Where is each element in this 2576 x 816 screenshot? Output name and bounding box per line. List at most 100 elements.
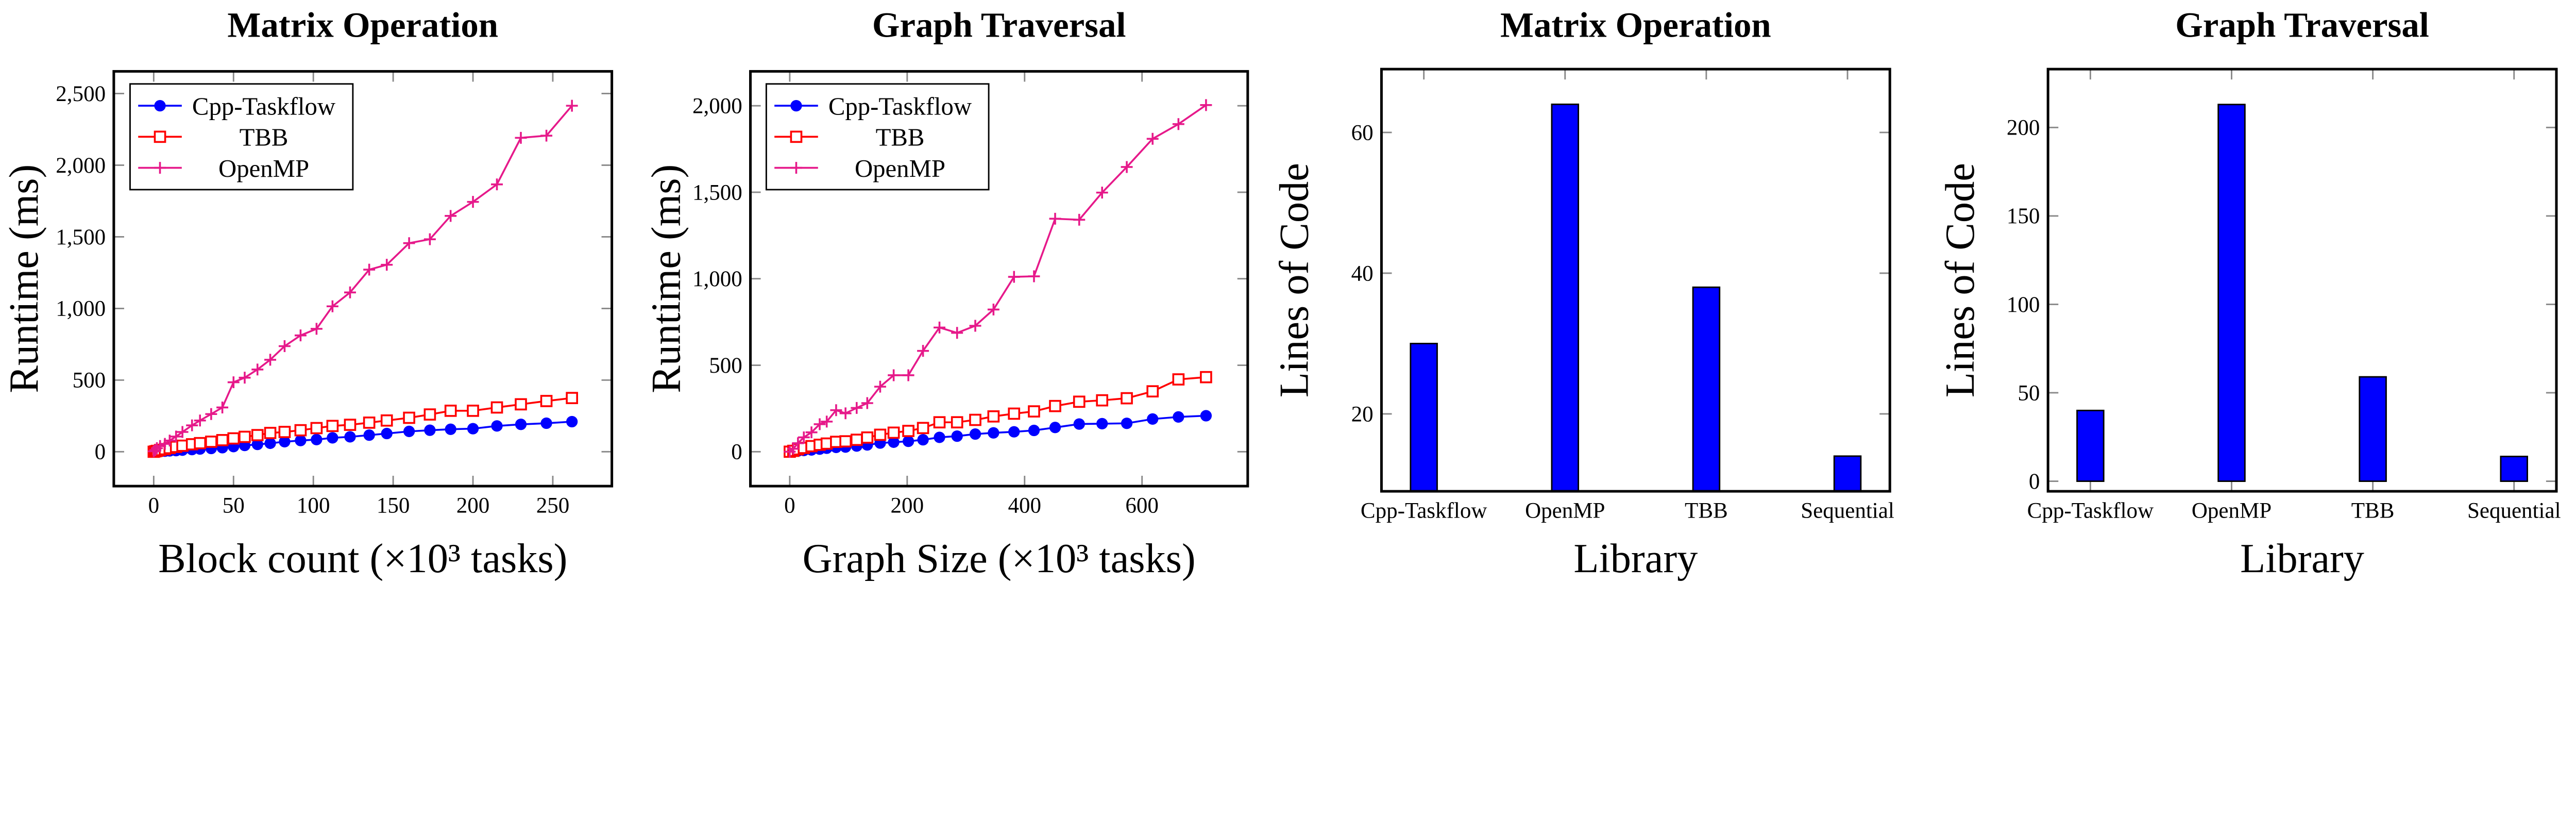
- data-point: [327, 432, 338, 444]
- data-point: [403, 425, 415, 437]
- data-point: [194, 414, 206, 427]
- data-point: [934, 431, 945, 443]
- y-tick-label: 2,000: [56, 154, 106, 178]
- data-point: [902, 369, 914, 381]
- legend-label: OpenMP: [218, 155, 309, 182]
- x-axis-label: Library: [2240, 536, 2364, 581]
- x-axis-label: Block count (×10³ tasks): [158, 536, 567, 581]
- data-point: [1121, 418, 1133, 429]
- data-point: [951, 327, 963, 339]
- data-point: [278, 340, 291, 352]
- data-point: [1121, 392, 1133, 405]
- data-point: [1096, 418, 1108, 430]
- data-point: [987, 410, 1000, 423]
- x-tick-label: Sequential: [2467, 499, 2561, 523]
- data-point: [515, 419, 527, 430]
- chart-title: Matrix Operation: [227, 6, 498, 45]
- data-point: [790, 99, 802, 112]
- data-point: [170, 430, 182, 443]
- bar: [1551, 103, 1580, 492]
- data-point: [227, 432, 240, 445]
- x-tick-label: 100: [297, 494, 330, 518]
- data-point: [186, 419, 198, 431]
- data-point: [154, 162, 166, 174]
- data-point: [861, 397, 873, 409]
- x-tick-label: 600: [1125, 494, 1159, 518]
- bar: [1833, 455, 1862, 492]
- data-point: [467, 405, 479, 417]
- y-axis-label: Lines of Code: [1272, 163, 1317, 397]
- data-point: [1200, 371, 1212, 384]
- data-point: [467, 423, 479, 435]
- series-line: [789, 104, 1207, 453]
- bar: [2500, 456, 2528, 482]
- data-point: [424, 424, 436, 436]
- data-point: [839, 435, 852, 447]
- data-point: [194, 437, 207, 449]
- y-tick-label: 500: [709, 354, 742, 378]
- data-point: [1146, 385, 1159, 398]
- data-point: [988, 427, 999, 439]
- legend-label: OpenMP: [855, 155, 945, 182]
- y-tick-label: 50: [2018, 381, 2040, 405]
- data-point: [279, 436, 291, 448]
- data-point: [251, 363, 264, 376]
- data-point: [874, 428, 887, 441]
- y-tick-label: 2,000: [692, 94, 742, 119]
- data-point: [888, 369, 900, 381]
- data-point: [917, 345, 929, 357]
- data-point: [205, 436, 217, 448]
- y-tick-label: 1,500: [692, 180, 742, 205]
- data-point: [445, 423, 456, 435]
- data-point: [239, 430, 251, 443]
- chart-title: Matrix Operation: [1500, 6, 1771, 45]
- data-point: [969, 320, 981, 332]
- data-point: [1172, 118, 1184, 130]
- data-point: [566, 392, 578, 404]
- data-point: [444, 405, 457, 417]
- data-point: [326, 300, 338, 312]
- chart-panel-2: Graph Traversal Graph Size (×10³ tasks) Ru…: [643, 6, 1249, 581]
- x-tick-label: Cpp-Taskflow: [1361, 499, 1487, 523]
- data-point: [887, 426, 900, 439]
- x-tick-label: 400: [1008, 494, 1041, 518]
- data-point: [540, 417, 552, 429]
- x-tick-label: Cpp-Taskflow: [2027, 499, 2154, 523]
- data-point: [1121, 161, 1133, 173]
- y-tick-label: 1,000: [692, 267, 742, 291]
- data-point: [861, 431, 874, 444]
- chart-panel-4: Graph Traversal Library Lines of Code 0 50 10…: [1937, 6, 2561, 581]
- data-point: [380, 414, 393, 427]
- data-point: [423, 408, 436, 421]
- data-point: [491, 420, 503, 432]
- data-point: [205, 408, 217, 420]
- x-tick-label: Sequential: [1801, 499, 1894, 523]
- series-openmp: [784, 99, 1212, 458]
- data-point: [154, 130, 166, 143]
- data-point: [1200, 410, 1212, 422]
- data-point: [163, 435, 176, 447]
- figure: Matrix Operation Block count (×10³ tasks)…: [1, 6, 2561, 581]
- x-tick-label: OpenMP: [2192, 499, 2272, 523]
- y-tick-label: 40: [1351, 261, 1374, 286]
- data-point: [344, 431, 356, 443]
- chart-panel-1: Matrix Operation Block count (×10³ tasks)…: [1, 6, 614, 581]
- data-point: [951, 416, 963, 429]
- data-point: [403, 411, 415, 424]
- data-point: [1200, 99, 1212, 111]
- data-point: [1008, 271, 1020, 283]
- chart-title: Graph Traversal: [2175, 6, 2429, 45]
- data-point: [934, 321, 945, 334]
- data-point: [902, 425, 914, 437]
- y-tick-label: 150: [2007, 204, 2040, 228]
- chart-panel-3: Matrix Operation Library Lines of Code 20 40…: [1272, 6, 1894, 581]
- data-point: [1096, 187, 1108, 199]
- data-point: [515, 398, 527, 411]
- data-point: [490, 401, 503, 414]
- y-tick-label: 500: [73, 369, 106, 393]
- data-point: [1008, 426, 1020, 438]
- legend: Cpp-Taskflow TBB OpenMP: [129, 83, 354, 191]
- data-point: [933, 416, 946, 429]
- x-tick-label: 50: [223, 494, 245, 518]
- data-point: [264, 437, 276, 449]
